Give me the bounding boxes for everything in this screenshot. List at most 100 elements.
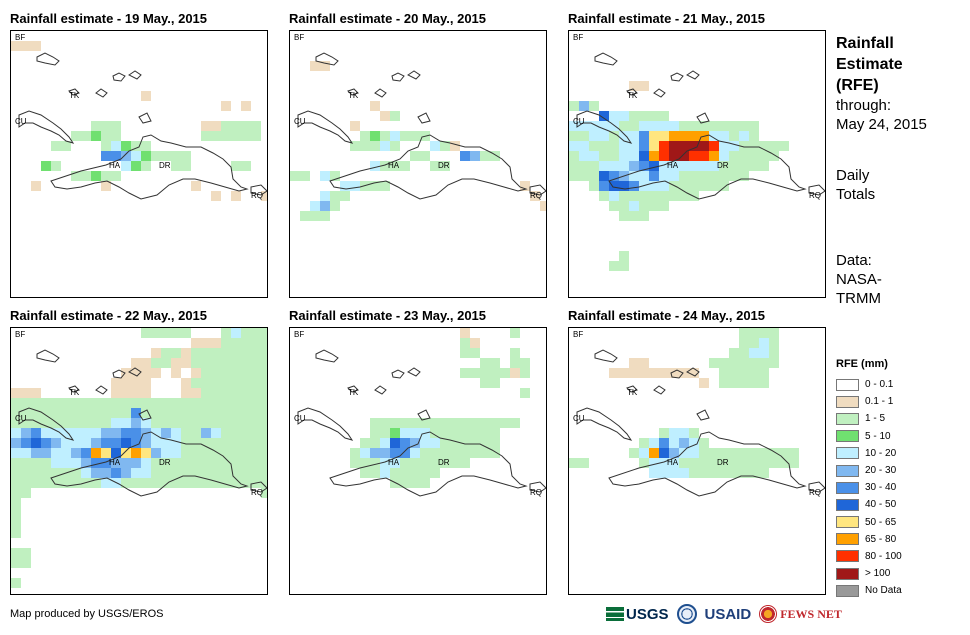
rainfall-cell: [171, 468, 181, 478]
rainfall-cell: [699, 438, 709, 448]
rainfall-cell: [151, 328, 161, 338]
rainfall-cell: [769, 348, 779, 358]
rainfall-cell: [101, 171, 111, 181]
country-label-ha: HA: [109, 161, 121, 170]
rainfall-cell: [759, 161, 769, 171]
rainfall-cell: [300, 171, 310, 181]
rainfall-cell: [659, 458, 669, 468]
rainfall-cell: [719, 181, 729, 191]
rainfall-cell: [599, 131, 609, 141]
rainfall-cell: [689, 131, 699, 141]
usaid-logo: USAID: [704, 605, 752, 623]
rainfall-cell: [191, 468, 201, 478]
rainfall-cell: [460, 338, 470, 348]
rainfall-cell: [410, 428, 420, 438]
legend-swatch: [836, 430, 859, 443]
rainfall-cell: [201, 428, 211, 438]
rainfall-cell: [739, 358, 749, 368]
rainfall-cell: [579, 151, 589, 161]
rainfall-cell: [490, 428, 500, 438]
rainfall-cell: [619, 368, 629, 378]
rainfall-cell: [211, 448, 221, 458]
legend-swatch: [836, 395, 859, 408]
rainfall-cell: [609, 161, 619, 171]
rainfall-cell: [71, 408, 81, 418]
coastline: [407, 70, 421, 80]
rainfall-cell: [11, 428, 21, 438]
rainfall-cell: [261, 368, 267, 378]
rainfall-cell: [410, 438, 420, 448]
rainfall-cell: [629, 358, 639, 368]
coastline: [686, 70, 700, 80]
legend-row: 0.1 - 1: [836, 393, 902, 410]
rainfall-cell: [211, 388, 221, 398]
legend-row: 50 - 65: [836, 514, 902, 531]
rainfall-cell: [589, 101, 599, 111]
rainfall-cell: [131, 398, 141, 408]
rainfall-cell: [679, 428, 689, 438]
rainfall-cell: [181, 478, 191, 488]
rainfall-cell: [749, 368, 759, 378]
country-label-tk: TK: [69, 388, 80, 397]
rainfall-cell: [251, 408, 261, 418]
rainfall-cell: [699, 171, 709, 181]
coastline: [576, 110, 633, 144]
rainfall-cell: [161, 428, 171, 438]
rainfall-cell: [480, 438, 490, 448]
panel-title-20: Rainfall estimate - 20 May., 2015: [289, 11, 487, 26]
rainfall-cell: [241, 398, 251, 408]
rainfall-cell: [11, 518, 21, 528]
rainfall-cell: [221, 468, 231, 478]
rainfall-cell: [370, 101, 380, 111]
rainfall-cell: [191, 398, 201, 408]
rainfall-cell: [460, 151, 470, 161]
rainfall-cell: [629, 151, 639, 161]
rainfall-cell: [390, 428, 400, 438]
rainfall-cell: [261, 338, 267, 348]
rainfall-cell: [231, 131, 241, 141]
panel-title-19: Rainfall estimate - 19 May., 2015: [10, 11, 208, 26]
rainfall-cell: [41, 398, 51, 408]
coastline: [653, 385, 666, 395]
rainfall-cell: [11, 398, 21, 408]
fews-net-mark-icon: [759, 605, 778, 623]
rainfall-cell: [400, 468, 410, 478]
rainfall-cell: [659, 368, 669, 378]
rainfall-cell: [749, 328, 759, 338]
coastline: [18, 407, 75, 441]
rainfall-cell: [689, 171, 699, 181]
rainfall-cell: [31, 478, 41, 488]
rainfall-cell: [241, 131, 251, 141]
rainfall-cell: [151, 368, 161, 378]
rainfall-cell: [101, 131, 111, 141]
coastline: [297, 110, 354, 144]
rainfall-cell: [749, 151, 759, 161]
rainfall-cell: [769, 458, 779, 468]
rainfall-cell: [201, 408, 211, 418]
rainfall-cell: [769, 358, 779, 368]
data-line1: Data:: [836, 252, 872, 269]
rainfall-cell: [699, 121, 709, 131]
coastline: [808, 481, 825, 493]
rainfall-cell: [211, 368, 221, 378]
rainfall-cell: [619, 191, 629, 201]
rainfall-cell: [91, 408, 101, 418]
rainfall-map-24: BF CU TK HA DR RQ: [568, 327, 826, 595]
rainfall-cell: [579, 101, 589, 111]
rainfall-cell: [310, 211, 320, 221]
rainfall-cell: [350, 181, 360, 191]
rainfall-cell: [619, 261, 629, 271]
rainfall-cell: [639, 131, 649, 141]
rainfall-cell: [619, 151, 629, 161]
rainfall-cell: [231, 398, 241, 408]
rainfall-cell: [450, 448, 460, 458]
coastline: [653, 88, 666, 98]
rainfall-cell: [749, 161, 759, 171]
rainfall-cell: [589, 181, 599, 191]
coastline: [112, 369, 126, 379]
rainfall-cell: [759, 458, 769, 468]
rainfall-cell: [131, 368, 141, 378]
country-label-bf: BF: [294, 33, 304, 42]
rainfall-cell: [759, 141, 769, 151]
rainfall-cell: [380, 141, 390, 151]
